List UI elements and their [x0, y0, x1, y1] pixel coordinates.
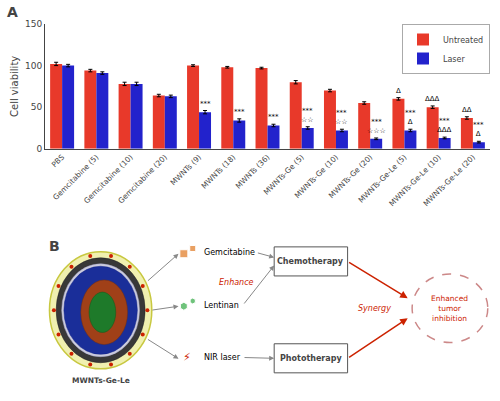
svg-text:⚡: ⚡: [183, 351, 191, 364]
svg-text:***☆☆☆: ***☆☆☆: [367, 118, 386, 135]
svg-text:PBS: PBS: [50, 153, 67, 170]
svg-text:ΔΔΔ: ΔΔΔ: [425, 95, 440, 103]
svg-text:MWNTs (9): MWNTs (9): [169, 153, 204, 188]
svg-text:MWNTs-Ge (5): MWNTs-Ge (5): [262, 153, 306, 197]
svg-text:MWNTs (36): MWNTs (36): [234, 153, 272, 191]
svg-text:MWNTs-Ge-Le (20): MWNTs-Ge-Le (20): [422, 153, 477, 208]
svg-text:MWNTs-Ge (10): MWNTs-Ge (10): [293, 153, 340, 200]
svg-text:***: ***: [234, 108, 245, 116]
svg-text:***☆☆: ***☆☆: [335, 109, 348, 126]
svg-text:***: ***: [268, 113, 279, 121]
svg-text:***Δ: ***Δ: [473, 121, 484, 138]
svg-text:Enhance: Enhance: [219, 278, 254, 287]
svg-text:Cell viability: Cell viability: [9, 56, 20, 117]
svg-text:MWNTs-Ge-Le (10): MWNTs-Ge-Le (10): [387, 153, 442, 208]
svg-text:A: A: [7, 4, 18, 20]
svg-text:ΔΔ: ΔΔ: [462, 106, 472, 114]
svg-text:Lentinan: Lentinan: [204, 301, 239, 310]
svg-text:***: ***: [200, 100, 211, 108]
svg-text:Enhancedtumorinhibition: Enhancedtumorinhibition: [431, 294, 468, 323]
svg-text:NIR laser: NIR laser: [204, 353, 241, 362]
svg-text:Laser: Laser: [443, 55, 465, 64]
svg-text:***Δ: ***Δ: [405, 109, 416, 126]
svg-text:Gemcitabine (10): Gemcitabine (10): [82, 153, 135, 206]
svg-text:Gemcitabine (5): Gemcitabine (5): [51, 153, 100, 202]
svg-text:MWNTs (18): MWNTs (18): [199, 153, 237, 191]
svg-text:***ΔΔΔ: ***ΔΔΔ: [437, 117, 452, 134]
svg-text:Gemcitabine: Gemcitabine: [204, 248, 255, 257]
svg-text:50: 50: [31, 102, 43, 112]
svg-text:Phototherapy: Phototherapy: [280, 354, 342, 363]
svg-text:***☆☆: ***☆☆: [301, 107, 314, 124]
svg-text:B: B: [49, 238, 60, 254]
svg-text:MWNTs-Ge-Le (5): MWNTs-Ge-Le (5): [356, 153, 408, 205]
svg-text:Synergy: Synergy: [358, 304, 391, 313]
svg-text:MWNTs-Ge (20): MWNTs-Ge (20): [327, 153, 374, 200]
svg-text:Untreated: Untreated: [443, 36, 483, 45]
svg-text:0: 0: [36, 144, 42, 154]
svg-text:MWNTs-Ge-Le: MWNTs-Ge-Le: [72, 376, 130, 385]
svg-text:150: 150: [25, 19, 42, 29]
svg-text:100: 100: [25, 61, 42, 71]
svg-text:Gemcitabine (20): Gemcitabine (20): [116, 153, 169, 206]
svg-text:Chemotherapy: Chemotherapy: [277, 257, 344, 266]
svg-text:Δ: Δ: [396, 87, 401, 95]
